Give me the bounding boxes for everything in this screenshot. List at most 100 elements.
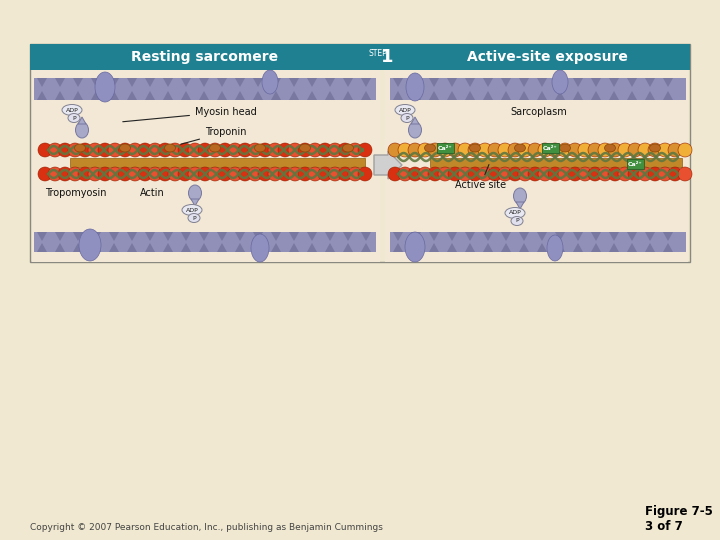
Bar [32, 70, 380, 262]
Circle shape [258, 143, 272, 157]
Ellipse shape [251, 234, 269, 262]
Circle shape [478, 167, 492, 181]
Circle shape [548, 143, 562, 157]
Polygon shape [591, 91, 601, 100]
Polygon shape [465, 78, 475, 87]
Polygon shape [37, 78, 47, 87]
Text: Sarcoplasm: Sarcoplasm [510, 107, 567, 117]
Circle shape [68, 167, 82, 181]
Polygon shape [609, 243, 619, 252]
Text: 3 of 7: 3 of 7 [645, 519, 683, 532]
Polygon shape [393, 243, 403, 252]
Ellipse shape [79, 229, 101, 261]
Ellipse shape [300, 144, 310, 152]
Polygon shape [573, 243, 583, 252]
Text: Ca²⁺: Ca²⁺ [628, 161, 642, 166]
Bar [34, 232, 376, 252]
Polygon shape [73, 232, 83, 241]
Circle shape [108, 143, 122, 157]
Circle shape [338, 143, 352, 157]
Polygon shape [555, 91, 565, 100]
Circle shape [548, 167, 562, 181]
Polygon shape [591, 243, 601, 252]
Polygon shape [573, 78, 583, 87]
Circle shape [198, 167, 212, 181]
Circle shape [488, 143, 502, 157]
Polygon shape [307, 243, 317, 252]
Circle shape [508, 167, 522, 181]
Circle shape [308, 167, 322, 181]
Bar [541, 143, 559, 153]
Polygon shape [411, 232, 421, 241]
Circle shape [358, 143, 372, 157]
Circle shape [658, 167, 672, 181]
Polygon shape [411, 117, 419, 124]
Ellipse shape [76, 122, 89, 138]
Circle shape [288, 143, 302, 157]
Text: ADP: ADP [399, 107, 411, 112]
Circle shape [678, 143, 692, 157]
Circle shape [418, 167, 432, 181]
Polygon shape [181, 232, 191, 241]
Polygon shape [271, 232, 281, 241]
Polygon shape [307, 91, 317, 100]
Text: Myosin head: Myosin head [123, 107, 257, 122]
Polygon shape [145, 91, 155, 100]
Circle shape [108, 167, 122, 181]
FancyArrow shape [374, 151, 402, 179]
Polygon shape [393, 91, 403, 100]
Bar [626, 159, 644, 169]
Polygon shape [181, 91, 191, 100]
Circle shape [318, 167, 332, 181]
Circle shape [178, 167, 192, 181]
Polygon shape [343, 243, 353, 252]
Polygon shape [271, 78, 281, 87]
Bar [385, 70, 688, 262]
Circle shape [218, 167, 232, 181]
Circle shape [168, 167, 182, 181]
Circle shape [158, 143, 172, 157]
Text: ADP: ADP [508, 211, 521, 215]
Ellipse shape [189, 185, 202, 201]
Circle shape [468, 167, 482, 181]
Polygon shape [271, 243, 281, 252]
Polygon shape [163, 243, 173, 252]
Polygon shape [447, 243, 457, 252]
Circle shape [648, 167, 662, 181]
Polygon shape [199, 232, 209, 241]
Circle shape [228, 167, 242, 181]
Circle shape [238, 143, 252, 157]
Polygon shape [325, 78, 335, 87]
Circle shape [558, 167, 572, 181]
Text: P: P [72, 116, 76, 120]
Polygon shape [645, 243, 655, 252]
Circle shape [48, 167, 62, 181]
Ellipse shape [408, 122, 421, 138]
Polygon shape [555, 243, 565, 252]
Ellipse shape [401, 113, 413, 123]
Circle shape [158, 167, 172, 181]
Circle shape [238, 167, 252, 181]
Circle shape [468, 143, 482, 157]
Text: STEP: STEP [368, 50, 387, 58]
Circle shape [228, 143, 242, 157]
Circle shape [338, 167, 352, 181]
Polygon shape [591, 232, 601, 241]
Polygon shape [465, 91, 475, 100]
Circle shape [508, 143, 522, 157]
Polygon shape [447, 78, 457, 87]
Circle shape [598, 167, 612, 181]
Polygon shape [109, 243, 119, 252]
Bar [390, 232, 686, 252]
Polygon shape [289, 243, 299, 252]
Circle shape [568, 167, 582, 181]
Polygon shape [253, 243, 263, 252]
Circle shape [248, 143, 262, 157]
Polygon shape [91, 232, 101, 241]
Polygon shape [55, 243, 65, 252]
Circle shape [328, 143, 342, 157]
Polygon shape [307, 78, 317, 87]
Circle shape [488, 167, 502, 181]
Bar [430, 158, 682, 167]
Polygon shape [127, 232, 137, 241]
